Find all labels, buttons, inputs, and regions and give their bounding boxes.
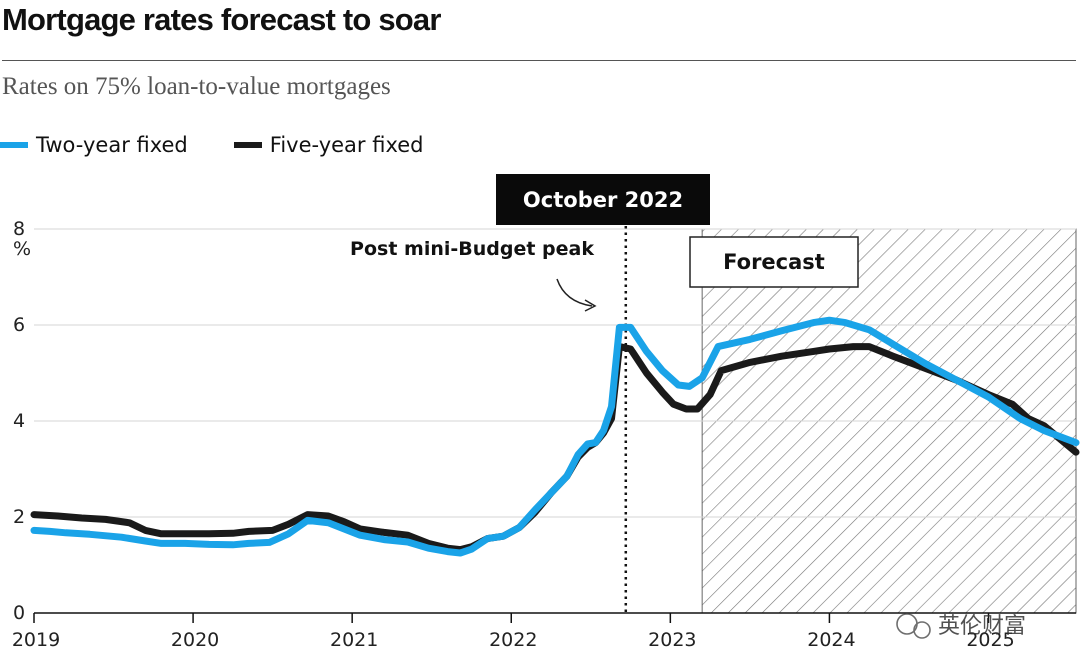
- y-tick-label: 6: [13, 314, 25, 336]
- legend-item-two-year: Two-year fixed: [0, 133, 188, 157]
- x-tick-label: 2023: [648, 629, 696, 651]
- y-tick-label: 8: [13, 218, 25, 240]
- y-axis: 0 2 4 6 8: [13, 218, 25, 624]
- event-label: October 2022: [523, 188, 683, 212]
- legend-item-five-year: Five-year fixed: [233, 133, 424, 157]
- x-axis: 2019 2020 2021 2022 2023 2024 2025: [12, 613, 1015, 651]
- x-tick-label: 2020: [171, 629, 219, 651]
- y-axis-unit: %: [13, 238, 31, 260]
- peak-annotation: Post mini-Budget peak: [350, 238, 594, 260]
- grid-lines: [34, 228, 1076, 518]
- chart-subtitle: Rates on 75% loan-to-value mortgages: [2, 73, 391, 100]
- legend-swatch-two-year: [0, 142, 28, 148]
- y-tick-label: 4: [13, 410, 25, 432]
- y-tick-label: 2: [13, 506, 25, 528]
- watermark-text: 英伦财富: [938, 614, 1026, 639]
- chart-title: Mortgage rates forecast to soar: [2, 2, 441, 37]
- forecast-label: Forecast: [723, 250, 825, 274]
- two-year-fixed-line: [30, 316, 1080, 557]
- legend: Two-year fixed Five-year fixed: [0, 130, 470, 160]
- x-tick-label: 2025: [966, 629, 1014, 651]
- peak-arrow: [556, 278, 593, 307]
- legend-label-five-year: Five-year fixed: [269, 133, 424, 157]
- x-tick-label: 2019: [12, 629, 60, 651]
- event-label-box: [496, 174, 710, 225]
- legend-swatch-five-year: [233, 142, 262, 148]
- legend-label-two-year: Two-year fixed: [36, 133, 188, 157]
- peak-arrowhead: [584, 299, 597, 312]
- series-lines: [30, 316, 1080, 557]
- forecast-label-box: [689, 236, 859, 288]
- title-divider: [2, 60, 1076, 61]
- x-tick-label: 2024: [807, 629, 855, 651]
- y-tick-label: 0: [13, 602, 25, 624]
- watermark: 英伦财富: [896, 613, 1026, 639]
- x-tick-label: 2022: [489, 629, 537, 651]
- x-tick-label: 2021: [330, 629, 378, 651]
